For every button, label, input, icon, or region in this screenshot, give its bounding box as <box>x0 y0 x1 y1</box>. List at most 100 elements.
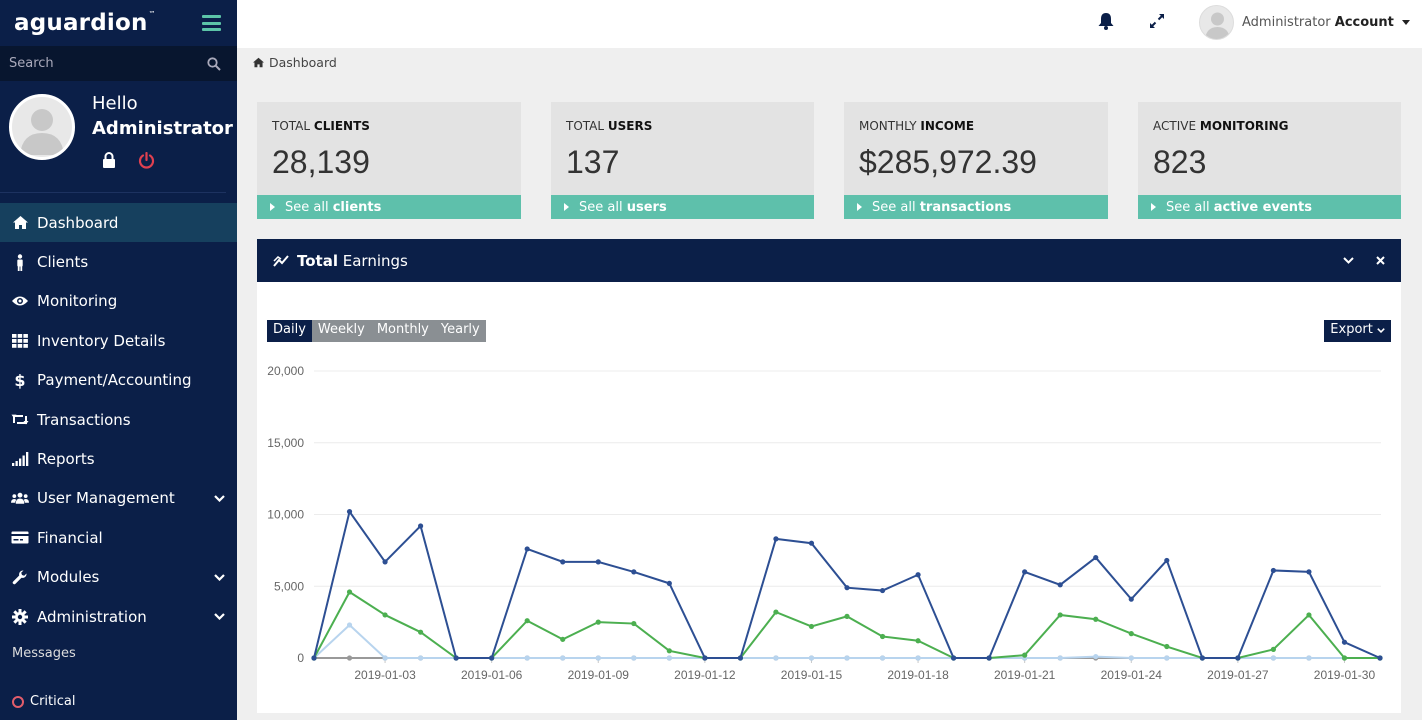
data-point <box>631 655 637 661</box>
sidebar-item-modules[interactable]: Modules <box>0 558 237 597</box>
lock-icon[interactable] <box>102 152 116 168</box>
see-all-users-link[interactable]: See all users <box>551 195 814 219</box>
data-point <box>1128 655 1134 661</box>
sidebar-item-label: Dashboard <box>37 213 119 232</box>
sidebar-item-administration[interactable]: Administration <box>0 597 237 636</box>
sidebar-item-label: Reports <box>37 450 95 469</box>
sidebar-item-label: Administration <box>37 607 147 626</box>
range-monthly-button[interactable]: Monthly <box>370 320 435 342</box>
data-point <box>1270 646 1276 652</box>
chevron-down-icon <box>1377 328 1385 334</box>
range-selector: Daily Weekly Monthly Yearly <box>267 320 486 342</box>
brand-logo[interactable]: aguardion™ <box>14 10 156 36</box>
data-point <box>418 523 424 529</box>
home-icon[interactable] <box>252 57 265 68</box>
see-all-transactions-link[interactable]: See all transactions <box>844 195 1108 219</box>
sidebar-item-dashboard[interactable]: Dashboard <box>0 203 237 243</box>
sidebar-item-monitoring[interactable]: Monitoring <box>0 282 237 321</box>
y-tick-label: 20,000 <box>267 364 304 378</box>
data-point <box>986 655 992 661</box>
data-point <box>879 655 886 661</box>
users-icon <box>11 489 29 507</box>
data-point <box>595 559 601 565</box>
account-menu[interactable]: Administrator Account <box>1199 5 1410 40</box>
power-icon[interactable] <box>138 152 155 169</box>
data-point <box>1377 655 1383 661</box>
message-critical[interactable]: Critical <box>0 694 237 709</box>
data-point <box>844 655 850 661</box>
data-point <box>524 546 530 552</box>
sidebar-item-payment[interactable]: $ Payment/Accounting <box>0 361 237 400</box>
caret-right-icon <box>564 203 569 211</box>
data-point <box>1093 616 1099 622</box>
person-icon <box>11 253 29 271</box>
breadcrumb-dashboard[interactable]: Dashboard <box>269 55 337 70</box>
search-icon[interactable] <box>207 56 221 71</box>
search-bar <box>0 46 237 81</box>
sidebar-item-transactions[interactable]: Transactions <box>0 400 237 439</box>
sidebar-item-label: Modules <box>37 568 100 587</box>
data-point <box>1057 612 1063 618</box>
collapse-chevron-icon[interactable] <box>1343 257 1354 264</box>
data-point <box>1022 652 1028 658</box>
export-button[interactable]: Export <box>1324 320 1391 342</box>
data-point <box>560 559 566 565</box>
data-point <box>524 618 530 624</box>
search-input[interactable] <box>9 56 179 71</box>
close-icon[interactable] <box>1376 256 1385 265</box>
y-tick-label: 15,000 <box>267 436 304 450</box>
data-point <box>1128 631 1134 637</box>
menu-toggle-icon[interactable] <box>202 15 221 31</box>
signal-icon <box>11 450 29 468</box>
x-tick-label: 2019-01-03 <box>354 668 416 682</box>
data-point <box>951 655 957 661</box>
sidebar-item-inventory[interactable]: Inventory Details <box>0 321 237 360</box>
expand-icon[interactable] <box>1149 13 1165 29</box>
data-point <box>666 648 672 654</box>
data-point <box>595 655 601 661</box>
x-tick-label: 2019-01-15 <box>781 668 843 682</box>
stat-title: ACTIVE MONITORING <box>1153 119 1289 133</box>
data-point <box>311 655 317 661</box>
line-chart-icon <box>273 255 289 267</box>
sidebar-item-user-management[interactable]: User Management <box>0 479 237 518</box>
range-weekly-button[interactable]: Weekly <box>311 320 371 342</box>
profile-actions <box>102 152 155 169</box>
data-point <box>808 540 815 546</box>
data-point <box>702 655 708 661</box>
sidebar-item-reports[interactable]: Reports <box>0 439 237 478</box>
data-point <box>915 572 921 578</box>
sidebar-item-clients[interactable]: Clients <box>0 242 237 281</box>
range-yearly-button[interactable]: Yearly <box>434 320 486 342</box>
data-point <box>418 629 424 635</box>
caret-down-icon <box>1401 20 1410 25</box>
data-point <box>1057 582 1063 588</box>
sidebar-item-label: User Management <box>37 489 175 508</box>
data-point <box>346 655 353 661</box>
account-label: Administrator Account <box>1242 15 1394 30</box>
range-daily-button[interactable]: Daily <box>267 320 312 342</box>
see-all-clients-link[interactable]: See all clients <box>257 195 521 219</box>
profile-name: Administrator <box>92 118 233 139</box>
sidebar: aguardion™ Hello Administrator Dashboard… <box>0 0 237 720</box>
stat-value: $285,972.39 <box>859 144 1037 180</box>
data-point <box>346 509 353 515</box>
breadcrumb: Dashboard <box>252 55 337 70</box>
messages-heading: Messages <box>12 646 76 662</box>
data-point <box>1306 612 1312 618</box>
data-point <box>915 655 921 661</box>
brand-bar: aguardion™ <box>0 0 237 46</box>
data-point <box>1270 655 1276 661</box>
data-point <box>844 613 850 619</box>
data-point <box>879 633 886 640</box>
sidebar-item-label: Inventory Details <box>37 331 166 350</box>
data-point <box>1235 655 1241 661</box>
sidebar-item-financial[interactable]: Financial <box>0 518 237 557</box>
data-point <box>1164 557 1170 564</box>
y-tick-label: 10,000 <box>267 508 304 522</box>
data-point <box>1199 655 1205 661</box>
see-all-active-events-link[interactable]: See all active events <box>1138 195 1401 219</box>
data-point <box>346 622 353 628</box>
bell-icon[interactable] <box>1098 12 1114 30</box>
data-point <box>489 655 495 661</box>
